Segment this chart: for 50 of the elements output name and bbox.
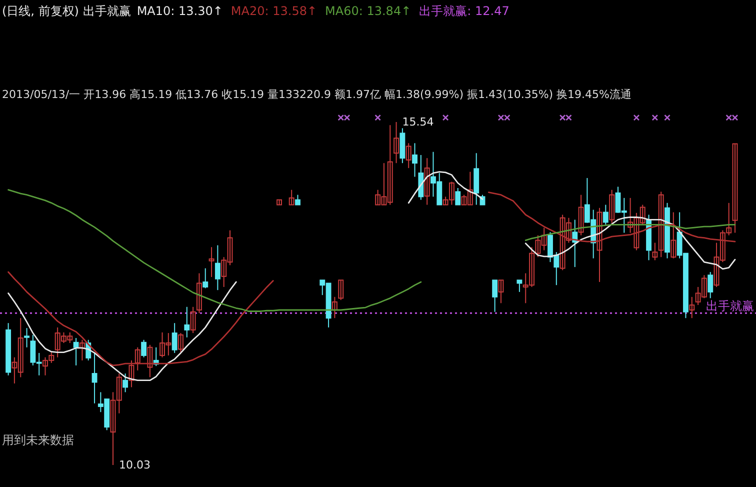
candlestick: [178, 332, 184, 353]
text: 出手就赢: 12.47: [419, 4, 510, 18]
candlestick: [652, 242, 658, 261]
candlestick: [190, 306, 196, 334]
ref-line-label: 出手就赢: [706, 299, 754, 314]
candlestick: [578, 194, 584, 236]
chart-title: (日线, 前复权) 出手就赢: [2, 4, 131, 18]
candlestick: [708, 272, 714, 299]
candlestick: [516, 280, 522, 292]
text: MA60: 13.84↑: [325, 4, 412, 18]
candlestick: [184, 306, 190, 338]
chart-subtitle: 2013/05/13/一 开13.96 高15.19 低13.76 收15.19 量133220.9 额1.97亿 幅1.38(9.99%) 振1.43(10.35%) 换19.45%流通: [2, 88, 632, 101]
annotation: 用到未来数据: [2, 433, 74, 447]
candlestick: [208, 246, 214, 278]
candlestick: [732, 143, 738, 234]
text: MA20: 13.58↑: [230, 4, 318, 18]
candlestick: [202, 268, 208, 289]
candlestick: [394, 122, 399, 164]
annotation: 15.54: [402, 116, 434, 128]
candlestick: [134, 346, 140, 371]
candlestick: [596, 207, 602, 282]
candlestick: [406, 142, 412, 169]
candlestick: [332, 296, 338, 319]
candlestick: [492, 280, 498, 312]
candlestick: [412, 142, 418, 178]
candlestick: [418, 154, 424, 200]
annotation: 10.03: [118, 458, 150, 472]
candlestick: [658, 191, 664, 258]
candlestick: [128, 360, 134, 388]
candlestick: [73, 338, 79, 366]
candlestick: [424, 158, 430, 206]
candlestick: [141, 339, 147, 358]
candlestick: [689, 296, 695, 319]
candlestick: [214, 244, 220, 291]
candlestick: [609, 189, 615, 224]
candlestick: [498, 280, 504, 304]
candlestick: [122, 372, 128, 393]
candlestick: [147, 344, 153, 378]
text: MA10: 13.30↑: [136, 4, 223, 18]
candlestick: [79, 339, 85, 361]
candlestick: [295, 194, 300, 206]
candlestick: [196, 272, 202, 314]
candlestick: [24, 328, 30, 348]
candlestick: [602, 204, 608, 226]
candlestick: [92, 352, 98, 404]
candlestick: [172, 322, 178, 354]
candlestick: [338, 280, 344, 301]
candlestick: [670, 212, 676, 259]
candlestick: [288, 189, 294, 206]
candlestick: [455, 187, 461, 206]
